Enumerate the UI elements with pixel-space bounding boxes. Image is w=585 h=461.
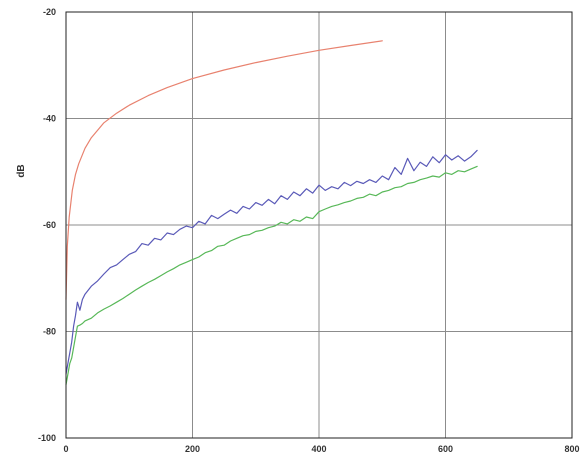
plot-frame — [65, 11, 573, 439]
y-tick-label: -60 — [43, 220, 56, 230]
x-axis-ticks: 0 200 400 600 800 — [63, 444, 579, 454]
series-lines — [65, 40, 478, 386]
x-tick-label: 400 — [311, 444, 326, 454]
y-tick-label: -80 — [43, 327, 56, 337]
y-tick-label: -100 — [38, 433, 56, 443]
x-tick-label: 600 — [438, 444, 453, 454]
grid-lines — [65, 11, 573, 439]
y-axis-ticks: -20 -40 -60 -80 -100 — [38, 7, 56, 443]
y-tick-label: -20 — [43, 7, 56, 17]
series-line-3 — [65, 165, 478, 386]
x-tick-label: 200 — [185, 444, 200, 454]
x-tick-label: 800 — [564, 444, 579, 454]
x-tick-label: 0 — [63, 444, 68, 454]
series-line-1 — [65, 40, 383, 301]
y-tick-label: -40 — [43, 114, 56, 124]
y-axis-label: dB — [16, 164, 27, 177]
series-line-2 — [65, 149, 478, 375]
